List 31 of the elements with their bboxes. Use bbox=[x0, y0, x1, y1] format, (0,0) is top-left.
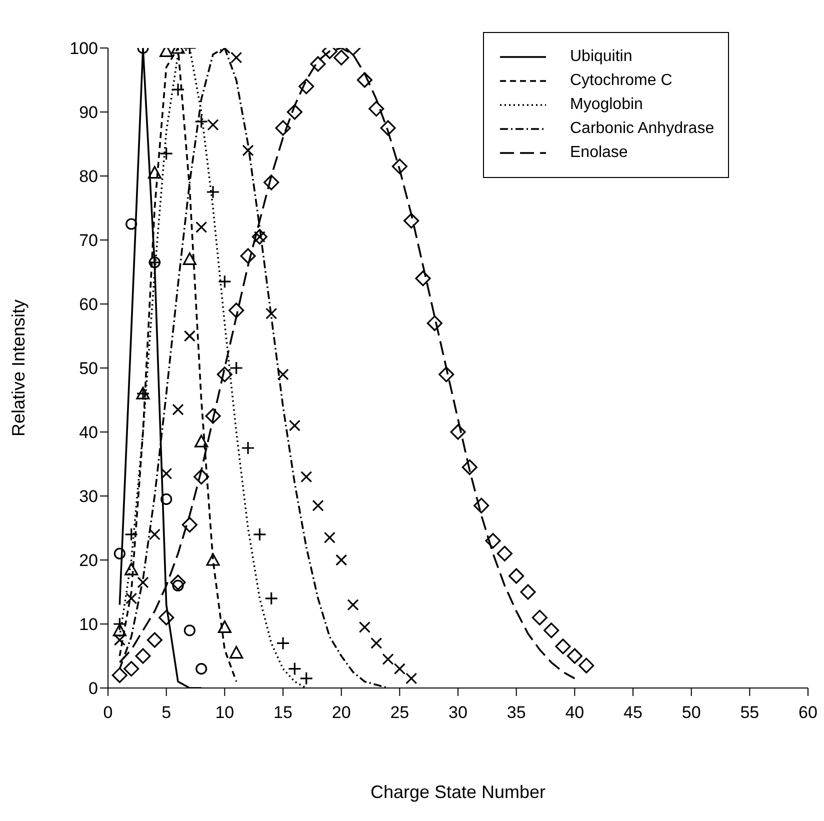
y-tick-label: 80 bbox=[79, 167, 98, 186]
legend-label: Enolase bbox=[570, 144, 628, 162]
x-tick-label: 60 bbox=[798, 703, 818, 722]
legend-label: Cytochrome C bbox=[570, 72, 672, 90]
legend-label: Myoglobin bbox=[570, 96, 643, 114]
legend-label: Carbonic Anhydrase bbox=[570, 120, 714, 138]
x-tick-label: 0 bbox=[103, 703, 113, 722]
x-tick-label: 30 bbox=[448, 703, 468, 722]
x-tick-label: 35 bbox=[506, 703, 526, 722]
x-tick-label: 5 bbox=[162, 703, 172, 722]
y-tick-label: 60 bbox=[79, 295, 98, 314]
y-tick-label: 50 bbox=[79, 359, 98, 378]
x-tick-label: 55 bbox=[740, 703, 760, 722]
x-tick-label: 40 bbox=[565, 703, 584, 722]
y-tick-label: 0 bbox=[88, 679, 98, 698]
x-tick-label: 20 bbox=[332, 703, 351, 722]
x-tick-label: 25 bbox=[390, 703, 410, 722]
y-tick-label: 20 bbox=[79, 551, 98, 570]
legend-label: Ubiquitin bbox=[570, 48, 632, 66]
y-tick-label: 70 bbox=[79, 231, 98, 250]
y-axis-title: Relative Intensity bbox=[8, 299, 28, 437]
x-tick-label: 50 bbox=[682, 703, 701, 722]
x-tick-label: 15 bbox=[274, 703, 292, 722]
y-tick-label: 10 bbox=[79, 615, 98, 634]
y-tick-label: 40 bbox=[79, 423, 98, 442]
y-tick-label: 30 bbox=[79, 487, 98, 506]
x-axis-title: Charge State Number bbox=[370, 782, 546, 802]
x-tick-label: 45 bbox=[624, 703, 642, 722]
y-tick-label: 100 bbox=[70, 39, 98, 58]
y-tick-label: 90 bbox=[79, 103, 98, 122]
x-tick-label: 10 bbox=[215, 703, 234, 722]
